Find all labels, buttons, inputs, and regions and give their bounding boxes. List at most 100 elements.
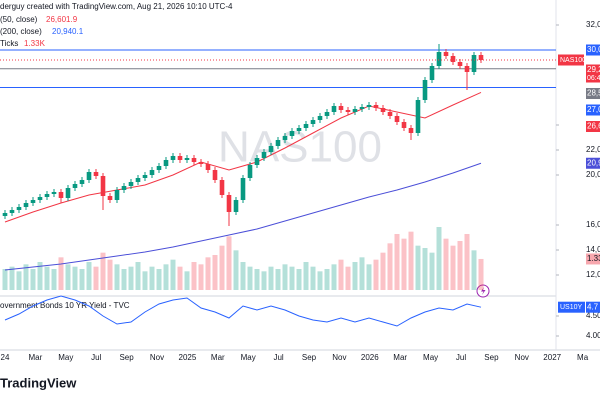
- volume-bar: [359, 257, 365, 290]
- candle-body: [471, 55, 477, 72]
- volume-bar: [23, 264, 29, 290]
- x-tick-label: Jul: [456, 353, 466, 362]
- candle-body: [296, 128, 302, 131]
- candle-body: [114, 190, 120, 200]
- last-price-tag: [586, 64, 600, 83]
- candle-body: [457, 62, 463, 66]
- volume-bar: [107, 259, 113, 290]
- y-tick-label: 4.50: [586, 311, 600, 320]
- volume-bar: [303, 262, 309, 290]
- candle-body: [261, 152, 267, 158]
- volume-bar: [100, 252, 106, 290]
- last-value-label: 4.7: [587, 302, 599, 311]
- x-tick-label: Jul: [273, 353, 283, 362]
- volume-bar: [2, 269, 8, 290]
- volume-bar: [121, 269, 127, 290]
- candle-body: [142, 175, 148, 178]
- candle-body: [23, 203, 29, 207]
- volume-bar: [149, 266, 155, 290]
- candle-body: [2, 213, 8, 216]
- x-tick-label: Mar: [393, 353, 407, 362]
- candle-body: [37, 197, 43, 200]
- volume-bar: [429, 252, 435, 290]
- price-line-label: 30,0: [587, 45, 600, 54]
- volume-bar: [422, 248, 428, 290]
- x-tick-label: 24: [1, 353, 10, 362]
- y-tick-label: 22,0: [586, 145, 600, 154]
- ma-tag: [586, 121, 600, 132]
- volume-bar: [310, 266, 316, 290]
- volume-bar: [205, 257, 211, 290]
- volume-bar: [128, 266, 134, 290]
- volume-bar: [415, 245, 421, 290]
- volume-bar: [275, 269, 281, 290]
- volume-bar: [296, 269, 302, 290]
- volume-bar: [58, 257, 64, 290]
- y-tick-label: 4.00: [586, 331, 600, 340]
- candle-body: [373, 105, 379, 108]
- volume-bar: [394, 234, 400, 290]
- x-tick-label: May: [423, 353, 438, 362]
- ma200-legend-value: 20,940.1: [52, 27, 84, 36]
- volume-bar: [387, 243, 393, 290]
- candle-body: [422, 80, 428, 100]
- candle-body: [366, 105, 372, 107]
- volume-bar: [261, 271, 267, 290]
- candle-body: [44, 194, 50, 197]
- volume-bar: [450, 245, 456, 290]
- price-line-tag: [586, 88, 600, 99]
- candle-body: [30, 200, 36, 203]
- y-tick-label: 12,0: [586, 270, 600, 279]
- candle-body: [282, 136, 288, 140]
- volume-bar: [254, 269, 260, 290]
- symbol-tag-label: NAS100: [560, 57, 586, 64]
- candle-body: [394, 116, 400, 122]
- x-tick-label: May: [241, 353, 256, 362]
- candle-body: [219, 180, 225, 195]
- volume-bar: [317, 271, 323, 290]
- candle-body: [268, 146, 274, 152]
- volume-bar: [233, 250, 239, 290]
- volume-bar: [436, 227, 442, 290]
- volume-bar: [44, 266, 50, 290]
- volume-bar: [282, 264, 288, 290]
- volume-bar: [198, 264, 204, 290]
- candle-body: [79, 180, 85, 184]
- x-tick-label: Nov: [332, 353, 346, 362]
- candle-body: [65, 188, 71, 198]
- ma-tag-label: 20,9: [587, 158, 600, 167]
- volume-bar: [163, 264, 169, 290]
- volume-bar: [268, 266, 274, 290]
- x-tick-label: 2027: [543, 353, 561, 362]
- candle-body: [401, 122, 407, 128]
- moving-average-line: [4, 92, 482, 223]
- y-tick-label: 14,0: [586, 245, 600, 254]
- x-tick-label: Mar: [211, 353, 225, 362]
- ma-tag-label: 26,6: [587, 122, 600, 131]
- volume-bar: [142, 271, 148, 290]
- volume-tag: [586, 253, 600, 265]
- volume-bar: [247, 266, 253, 290]
- volume-bar: [177, 266, 183, 290]
- volume-bar: [16, 271, 22, 290]
- volume-bar: [191, 262, 197, 290]
- candle-body: [177, 156, 183, 160]
- candle-body: [149, 170, 155, 175]
- candle-body: [107, 196, 113, 200]
- candle-body: [205, 164, 211, 170]
- volume-tag-label: 1.33: [587, 254, 600, 263]
- candle-body: [317, 116, 323, 120]
- candle-body: [72, 184, 78, 188]
- volume-bar: [289, 266, 295, 290]
- candle-body: [191, 158, 197, 162]
- candle-body: [135, 178, 141, 182]
- volume-bar: [79, 269, 85, 290]
- volume-bar: [30, 269, 36, 290]
- candle-body: [254, 158, 260, 165]
- candle-body: [163, 160, 169, 166]
- candle-body: [16, 207, 22, 210]
- y-tick-label: 20,0: [586, 170, 600, 179]
- volume-bar: [226, 236, 232, 290]
- alert-icon-bolt: [481, 287, 486, 295]
